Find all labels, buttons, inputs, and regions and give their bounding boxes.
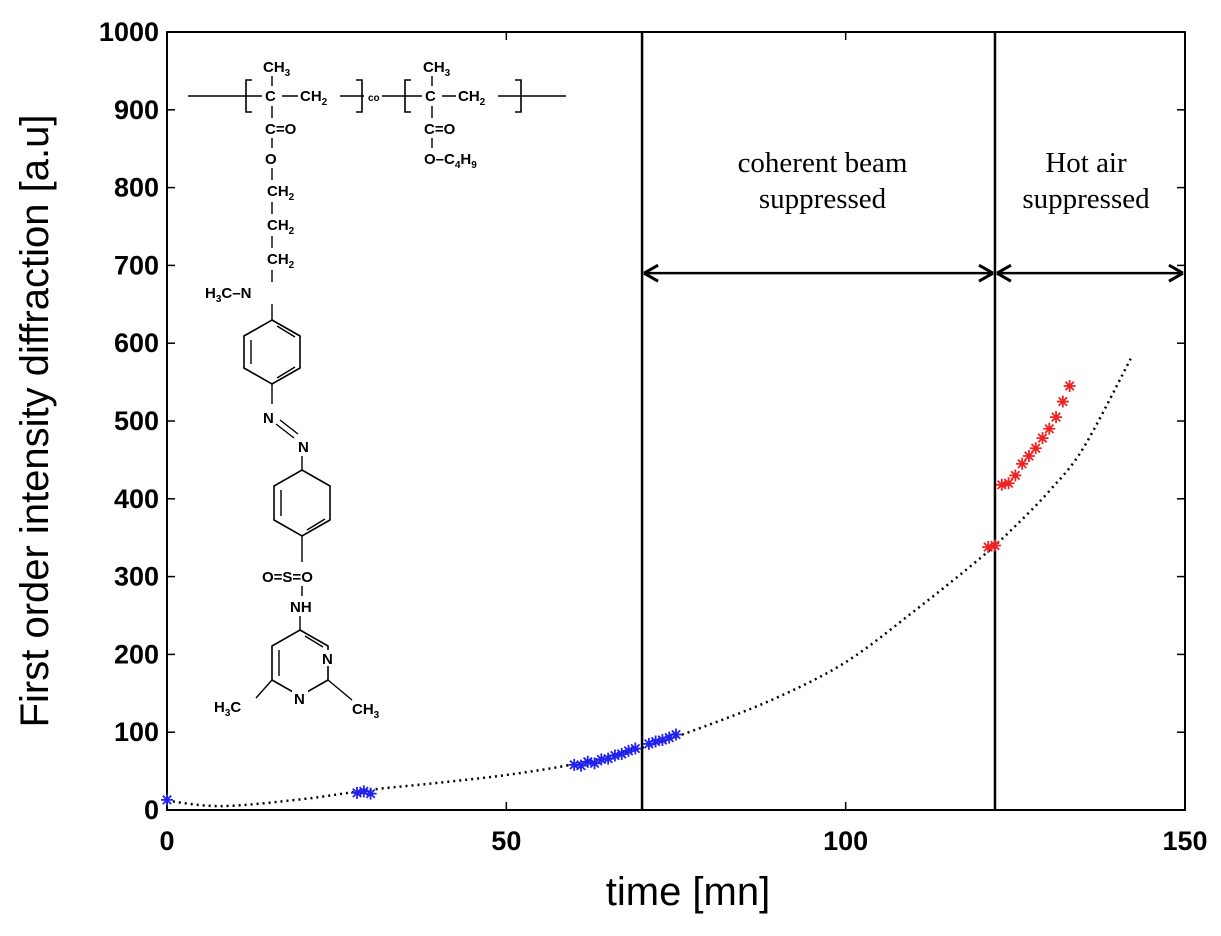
data-point-blue bbox=[351, 786, 364, 799]
svg-text:CH2: CH2 bbox=[267, 217, 295, 237]
data-point-red bbox=[995, 478, 1008, 491]
data-point-blue bbox=[357, 785, 370, 798]
svg-text:CH2: CH2 bbox=[458, 88, 486, 108]
data-point-blue bbox=[649, 735, 662, 748]
y-tick-label: 100 bbox=[114, 717, 159, 747]
svg-text:C=O: C=O bbox=[424, 121, 456, 138]
data-point-blue bbox=[622, 744, 635, 757]
data-point-blue bbox=[161, 793, 173, 806]
svg-text:N: N bbox=[298, 439, 309, 456]
x-axis-title: time [mn] bbox=[606, 870, 770, 914]
data-point-blue bbox=[608, 749, 621, 762]
svg-text:O–C4H9: O–C4H9 bbox=[424, 151, 477, 171]
y-tick-label: 1000 bbox=[99, 17, 159, 47]
data-point-blue bbox=[588, 757, 601, 770]
data-point-red bbox=[1029, 442, 1042, 455]
svg-text:O=S=O: O=S=O bbox=[262, 569, 313, 586]
y-axis-title: First order intensity diffraction [a.u] bbox=[13, 115, 57, 728]
x-tick-label: 100 bbox=[823, 826, 868, 856]
arrow-head-right bbox=[1168, 263, 1184, 283]
data-point-blue bbox=[629, 742, 642, 755]
data-point-blue bbox=[581, 755, 594, 768]
svg-text:N: N bbox=[322, 651, 333, 668]
svg-text:NH: NH bbox=[290, 599, 312, 616]
data-point-blue bbox=[615, 747, 628, 760]
data-point-blue bbox=[568, 758, 581, 771]
svg-text:H3C: H3C bbox=[214, 699, 241, 719]
y-tick-label: 400 bbox=[114, 484, 159, 514]
data-point-red bbox=[1063, 379, 1076, 392]
data-point-blue bbox=[656, 733, 669, 746]
svg-text:CH2: CH2 bbox=[267, 251, 295, 271]
plot-area bbox=[166, 31, 1186, 811]
svg-text:H3C–N: H3C–N bbox=[205, 285, 251, 305]
arrow-head-left bbox=[996, 263, 1012, 283]
y-tick-label: 700 bbox=[114, 250, 159, 280]
x-tick-label: 50 bbox=[491, 826, 521, 856]
annotation-text: Hot air bbox=[1045, 147, 1127, 179]
data-point-red bbox=[982, 541, 995, 554]
arrow-head-right bbox=[978, 263, 994, 283]
chemical-structure: CH3 C CH2 co CH3 C CH2 C=O O–C4H9 C=O O … bbox=[188, 59, 566, 721]
svg-text:C=O: C=O bbox=[265, 121, 297, 138]
data-point-red bbox=[1050, 411, 1063, 424]
y-tick-label: 800 bbox=[114, 173, 159, 203]
arrow-head-left bbox=[643, 263, 659, 283]
svg-text:C: C bbox=[425, 88, 436, 105]
data-point-red bbox=[1056, 395, 1069, 408]
data-point-red bbox=[1002, 477, 1015, 490]
svg-text:C: C bbox=[265, 88, 276, 105]
data-point-blue bbox=[364, 787, 377, 800]
y-tick-label: 200 bbox=[114, 639, 159, 669]
svg-text:CH3: CH3 bbox=[263, 59, 291, 79]
x-tick-label: 150 bbox=[1162, 826, 1207, 856]
x-axis-ticks: 0 50 100 150 bbox=[159, 32, 1208, 856]
data-point-blue bbox=[602, 752, 615, 765]
data-point-red bbox=[1022, 450, 1035, 463]
svg-text:CH3: CH3 bbox=[423, 59, 451, 79]
data-point-red bbox=[1036, 432, 1049, 445]
phase-markers: coherent beam suppressed Hot air suppressed bbox=[640, 32, 1184, 810]
y-tick-label: 900 bbox=[114, 95, 159, 125]
annotation-text: coherent beam bbox=[738, 147, 908, 179]
svg-text:O: O bbox=[265, 151, 277, 168]
data-point-red bbox=[1016, 457, 1029, 470]
y-tick-label: 500 bbox=[114, 406, 159, 436]
data-point-red bbox=[1043, 422, 1056, 435]
svg-text:N: N bbox=[294, 691, 305, 708]
data-point-blue bbox=[663, 731, 676, 744]
data-point-blue bbox=[595, 753, 608, 766]
x-tick-label: 0 bbox=[159, 826, 174, 856]
svg-text:CH3: CH3 bbox=[352, 701, 380, 721]
svg-text:N: N bbox=[263, 410, 274, 427]
svg-text:CH2: CH2 bbox=[300, 88, 328, 108]
y-tick-label: 300 bbox=[114, 562, 159, 592]
data-point-blue bbox=[642, 737, 655, 750]
annotation-text: suppressed bbox=[1022, 183, 1150, 215]
annotation-text: suppressed bbox=[759, 183, 887, 215]
data-point-blue bbox=[574, 759, 587, 772]
y-tick-label: 0 bbox=[144, 795, 159, 825]
y-tick-label: 600 bbox=[114, 328, 159, 358]
data-point-red bbox=[988, 539, 1001, 552]
data-point-red bbox=[1009, 469, 1022, 482]
data-points bbox=[161, 379, 1076, 806]
svg-text:CH2: CH2 bbox=[267, 183, 295, 203]
y-axis-ticks: 0 100 200 300 400 500 600 700 800 900 1000 bbox=[99, 17, 1185, 825]
data-point-blue bbox=[670, 728, 682, 741]
svg-text:co: co bbox=[368, 93, 380, 104]
